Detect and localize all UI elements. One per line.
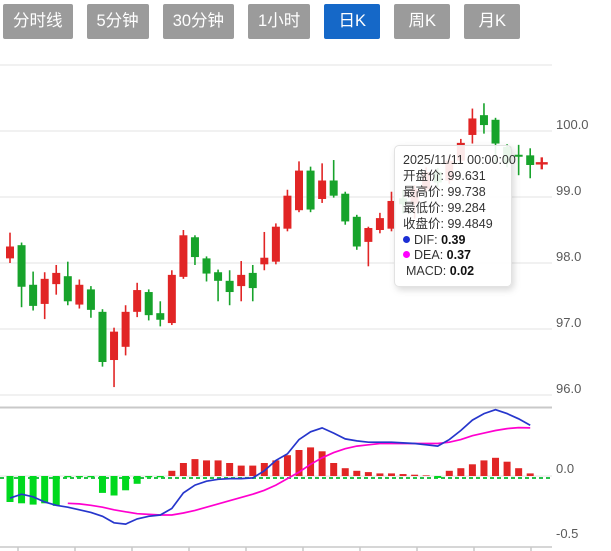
svg-text:99.0: 99.0 xyxy=(556,183,581,198)
svg-text:98.0: 98.0 xyxy=(556,249,581,264)
tab-timeline[interactable]: 分时线 xyxy=(3,4,73,39)
axis-labels: 100.0 99.0 98.0 97.0 96.0 0.0 -0.5 xyxy=(556,117,589,541)
svg-text:0.0: 0.0 xyxy=(556,461,574,476)
grid-lines xyxy=(0,64,552,551)
tab-30min[interactable]: 30分钟 xyxy=(162,4,235,39)
dif-dea-lines xyxy=(9,408,531,525)
svg-text:100.0: 100.0 xyxy=(556,117,589,132)
tab-5min[interactable]: 5分钟 xyxy=(86,4,149,39)
interval-tab-bar: 分时线 5分钟 30分钟 1小时 日K 周K 月K xyxy=(3,4,521,39)
macd-histogram xyxy=(6,447,534,506)
crosshair-marker xyxy=(535,157,548,170)
svg-text:97.0: 97.0 xyxy=(556,315,581,330)
tab-1hour[interactable]: 1小时 xyxy=(248,4,311,39)
candles xyxy=(6,103,535,388)
svg-text:96.0: 96.0 xyxy=(556,381,581,396)
tab-daily-k[interactable]: 日K xyxy=(324,4,381,39)
tab-weekly-k[interactable]: 周K xyxy=(394,4,451,39)
svg-text:-0.5: -0.5 xyxy=(556,526,578,541)
tab-monthly-k[interactable]: 月K xyxy=(464,4,521,39)
